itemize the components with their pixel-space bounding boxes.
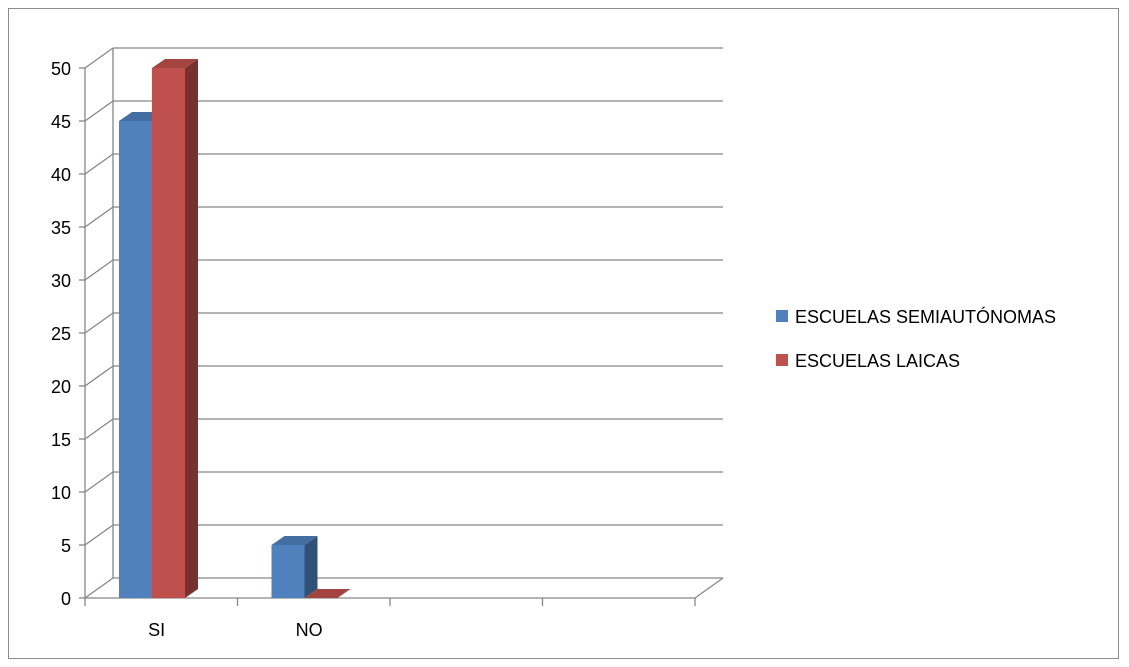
wall-gridline [84, 47, 114, 69]
y-tick-label: 0 [61, 589, 71, 609]
y-tick-label: 45 [51, 112, 71, 132]
legend-swatch [776, 310, 788, 322]
wall-gridline [84, 577, 114, 599]
y-tick-label: 20 [51, 377, 71, 397]
wall-gridline [84, 312, 114, 334]
tick-labels: 0 5 10 15 20 25 30 35 40 45 50 SI NO [51, 59, 323, 640]
axes [79, 48, 724, 606]
legend-label: ESCUELAS SEMIAUTÓNOMAS [795, 306, 1056, 327]
x-tick-label: NO [296, 620, 323, 640]
y-tick-label: 35 [51, 218, 71, 238]
y-tick-label: 30 [51, 271, 71, 291]
y-tick-label: 10 [51, 483, 71, 503]
bars [119, 59, 351, 598]
y-tick-label: 5 [61, 536, 71, 556]
y-tick-label: 15 [51, 430, 71, 450]
x-tick-label: SI [148, 620, 165, 640]
wall-gridline [84, 524, 114, 546]
legend: ESCUELAS SEMIAUTÓNOMAS ESCUELAS LAICAS [776, 306, 1056, 371]
wall-gridline [84, 418, 114, 440]
y-tick-label: 40 [51, 165, 71, 185]
wall-gridline [84, 153, 114, 175]
wall-gridline [84, 365, 114, 387]
gridlines [84, 47, 723, 599]
wall-gridline [84, 206, 114, 228]
y-tick-label: 25 [51, 324, 71, 344]
bar [152, 59, 198, 598]
bar [271, 536, 318, 598]
wall-gridline [84, 471, 114, 493]
legend-swatch [776, 354, 788, 366]
y-tick-label: 50 [51, 59, 71, 79]
bar [304, 589, 351, 598]
wall-gridline [84, 259, 114, 281]
floor-edge [694, 577, 724, 599]
wall-gridline [84, 100, 114, 122]
legend-label: ESCUELAS LAICAS [795, 351, 960, 371]
